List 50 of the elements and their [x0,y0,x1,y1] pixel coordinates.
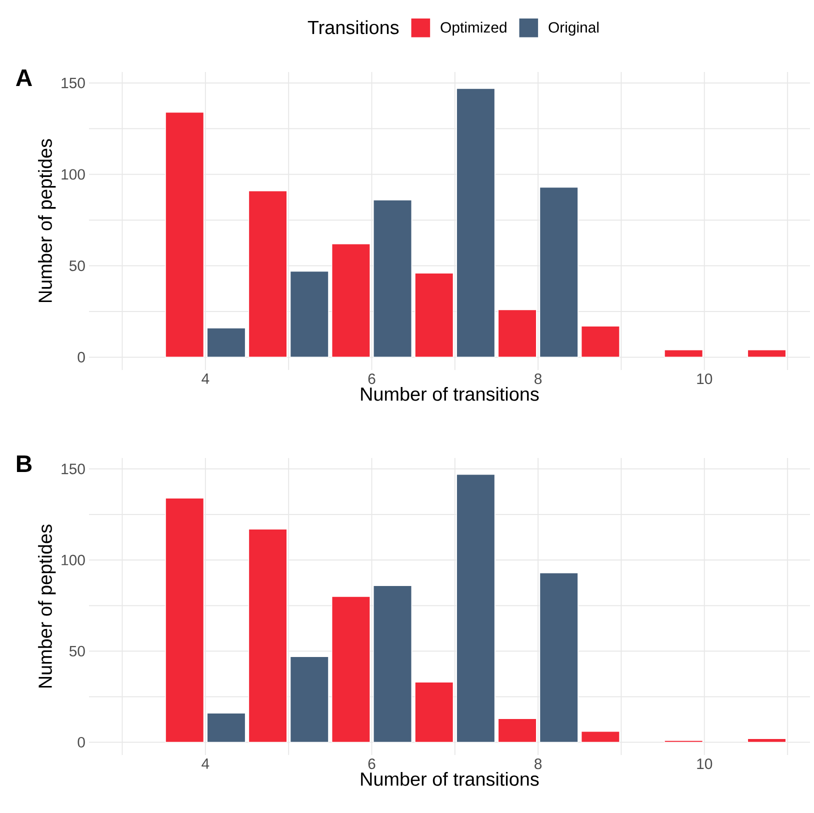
y-tick-label: 50 [69,260,85,272]
bar [165,498,204,743]
x-tick-label: 8 [534,374,542,384]
x-tick-label: 10 [697,374,712,384]
y-tick-label: 100 [62,169,85,180]
bar [747,349,786,358]
chart-title: A [16,70,32,86]
bar [414,682,454,743]
x-axis-title: Number of transitions [361,386,539,401]
y-tick-label: 150 [62,78,85,88]
y-tick-label: 0 [78,736,85,748]
x-axis-title: Number of transitions [361,772,539,786]
bar [290,270,329,358]
bar [580,326,620,358]
x-tick-label: 6 [368,758,376,770]
bar [373,585,412,743]
bar [539,186,578,358]
bar [165,112,204,358]
x-tick-label: 6 [368,374,376,384]
bar [664,349,704,358]
bar [248,190,288,358]
bar [373,200,412,358]
x-tick-label: 8 [534,758,542,770]
chart-title: B [16,456,32,472]
x-tick-label: 4 [202,758,210,769]
legend-title: Transitions [308,20,399,34]
bar [331,243,370,358]
bar [456,88,496,358]
x-tick-label: 4 [202,374,210,384]
y-axis-title: Number of peptides [38,524,56,688]
bar [206,328,246,358]
y-tick-label: 0 [78,352,85,362]
bar [248,528,288,743]
legend-label: Original [548,22,598,36]
y-tick-label: 100 [62,554,85,566]
y-tick-label: 50 [69,646,85,656]
bar [414,272,454,358]
legend-label: Optimized [440,22,506,36]
bar [331,596,370,743]
bar [747,738,786,743]
x-tick-label: 10 [697,758,712,770]
bar [539,572,578,743]
bar [498,718,537,743]
y-tick-label: 150 [62,464,85,474]
bar [498,309,537,358]
y-axis-title: Number of peptides [38,139,56,302]
bar [580,730,620,743]
bar [290,656,329,743]
bar [206,712,246,743]
bar [456,474,496,743]
